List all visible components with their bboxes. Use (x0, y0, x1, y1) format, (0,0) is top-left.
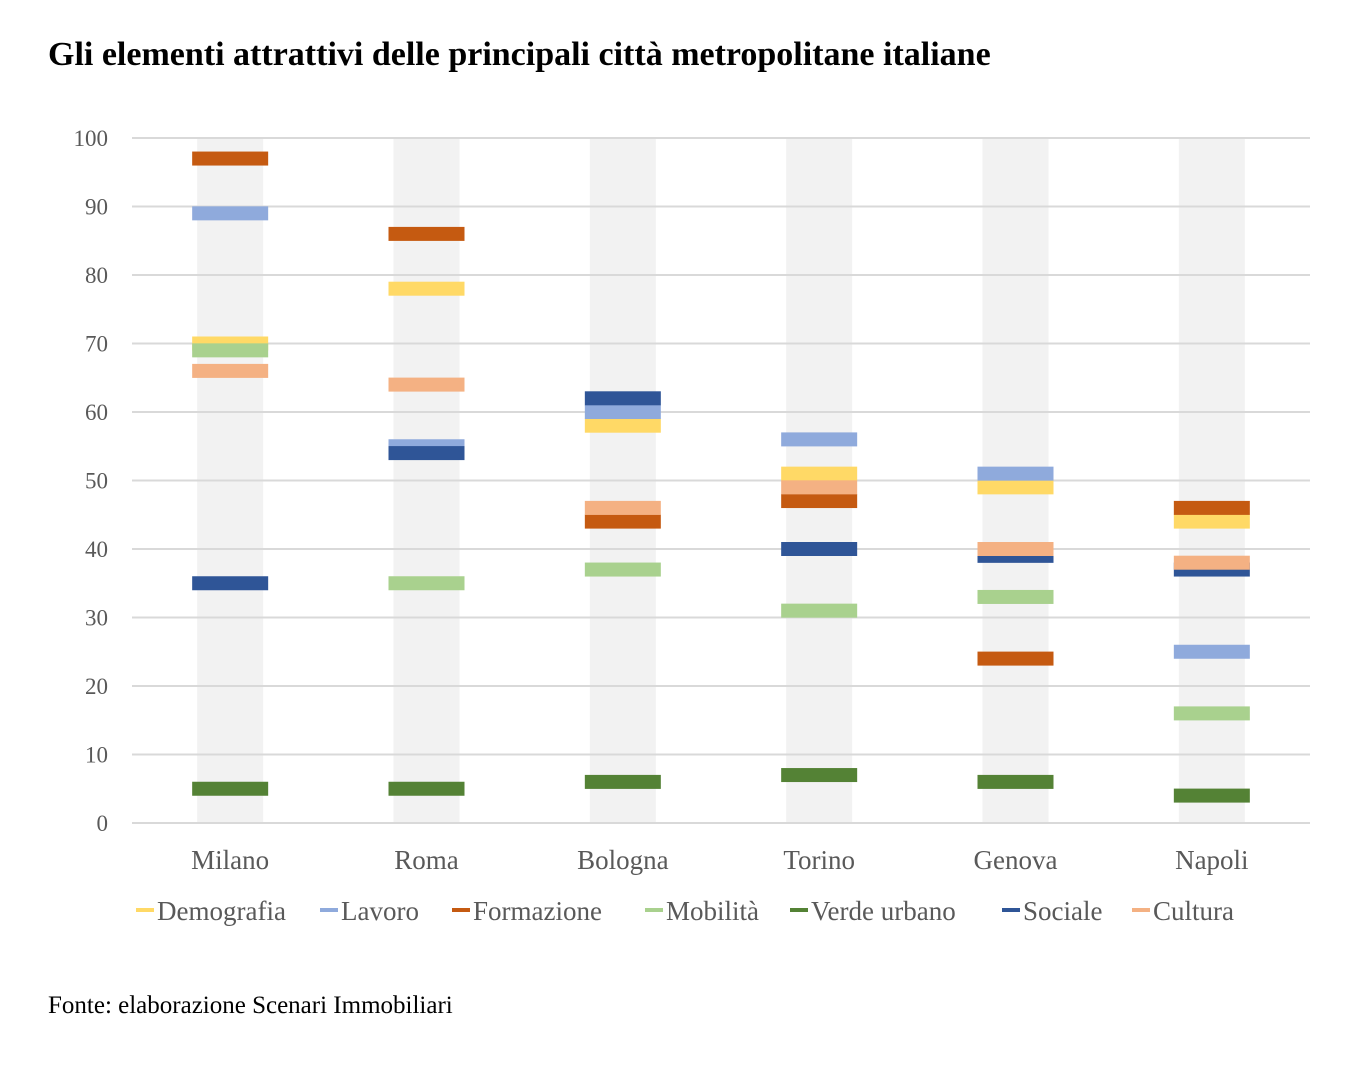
mark-verde-urbano-roma (388, 781, 465, 796)
x-tick-label: Napoli (1175, 845, 1249, 875)
y-tick-label: 100 (74, 126, 109, 151)
mark-formazione-milano (192, 151, 269, 166)
y-tick-label: 50 (85, 469, 108, 494)
gridlines (132, 137, 1310, 824)
legend-swatch (1132, 908, 1150, 912)
legend-label: Formazione (473, 896, 602, 926)
mark-verde-urbano-torino (781, 768, 858, 783)
legend-item-demografia: Demografia (136, 896, 286, 926)
legend-swatch (136, 908, 154, 912)
mark-demografia-bologna (584, 418, 661, 433)
y-tick-label: 90 (85, 195, 108, 220)
x-tick-label: Torino (783, 845, 855, 875)
chart: 0 10 20 30 40 50 60 70 80 90 100 Milano Roma Bologna… (74, 126, 1310, 926)
mark-demografia-roma (388, 281, 465, 296)
legend-label: Verde urbano (811, 896, 956, 926)
y-tick-label: 80 (85, 263, 108, 288)
legend-swatch (645, 908, 663, 912)
mark-formazione-roma (388, 226, 465, 241)
mark-lavoro-torino (781, 432, 858, 447)
mark-formazione-napoli (1173, 500, 1250, 515)
source-note: Fonte: elaborazione Scenari Immobiliari (48, 992, 453, 1019)
x-tick-label: Bologna (577, 845, 669, 875)
mark-cultura-roma (388, 377, 465, 392)
mark-cultura-milano (192, 363, 269, 378)
legend-label: Demografia (157, 896, 286, 926)
y-tick-label: 10 (85, 743, 108, 768)
mark-cultura-napoli (1173, 555, 1250, 570)
mark-demografia-napoli (1173, 514, 1250, 529)
mark-demografia-genova (977, 480, 1054, 495)
mark-sociale-milano (192, 576, 269, 591)
legend-label: Sociale (1023, 896, 1102, 926)
mark-demografia-torino (781, 466, 858, 481)
legend-swatch (1002, 908, 1020, 912)
legend-item-cultura: Cultura (1132, 896, 1234, 926)
data-marks (192, 151, 1250, 803)
mark-verde-urbano-milano (192, 781, 269, 796)
x-tick-label: Milano (191, 845, 269, 875)
mark-mobilit--bologna (584, 562, 661, 577)
legend-item-mobilit-: Mobilità (645, 896, 759, 926)
x-tick-label: Genova (974, 845, 1058, 875)
mark-verde-urbano-genova (977, 774, 1054, 789)
mark-mobilit--genova (977, 589, 1054, 604)
mark-sociale-roma (388, 446, 465, 461)
x-tick-label: Roma (394, 845, 459, 875)
mark-cultura-genova (977, 542, 1054, 556)
legend: Demografia Lavoro Formazione Mobilità Verde … (136, 896, 1234, 926)
y-tick-label: 20 (85, 674, 108, 699)
mark-lavoro-bologna (584, 405, 661, 419)
mark-lavoro-napoli (1173, 644, 1250, 659)
mark-formazione-bologna (584, 514, 661, 529)
y-tick-label: 70 (85, 332, 108, 357)
mark-cultura-bologna (584, 500, 661, 515)
legend-item-lavoro: Lavoro (320, 896, 419, 926)
legend-label: Cultura (1153, 896, 1234, 926)
legend-label: Lavoro (341, 896, 419, 926)
mark-mobilit--milano (192, 343, 269, 358)
mark-mobilit--roma (388, 576, 465, 591)
y-tick-label: 30 (85, 606, 108, 631)
legend-item-verde-urbano: Verde urbano (790, 896, 956, 926)
mark-lavoro-milano (192, 206, 269, 221)
y-tick-label: 60 (85, 400, 108, 425)
mark-cultura-torino (781, 480, 858, 495)
chart-title: Gli elementi attrattivi delle principali… (48, 36, 991, 73)
mark-mobilit--torino (781, 603, 858, 618)
legend-item-formazione: Formazione (452, 896, 602, 926)
mark-sociale-torino (781, 542, 858, 556)
legend-label: Mobilità (666, 896, 759, 926)
mark-mobilit--napoli (1173, 706, 1250, 721)
mark-verde-urbano-bologna (584, 774, 661, 789)
mark-verde-urbano-napoli (1173, 788, 1250, 803)
mark-formazione-torino (781, 494, 858, 509)
y-tick-label: 40 (85, 537, 108, 562)
x-axis-ticks: Milano Roma Bologna Torino Genova Napoli (191, 845, 1248, 875)
y-tick-label: 0 (97, 811, 109, 836)
mark-lavoro-genova (977, 466, 1054, 481)
legend-swatch (320, 908, 338, 912)
mark-sociale-bologna (584, 391, 661, 406)
legend-swatch (452, 908, 470, 912)
legend-swatch (790, 908, 808, 912)
mark-formazione-genova (977, 651, 1054, 666)
legend-item-sociale: Sociale (1002, 896, 1102, 926)
y-axis-ticks: 0 10 20 30 40 50 60 70 80 90 100 (74, 126, 109, 836)
